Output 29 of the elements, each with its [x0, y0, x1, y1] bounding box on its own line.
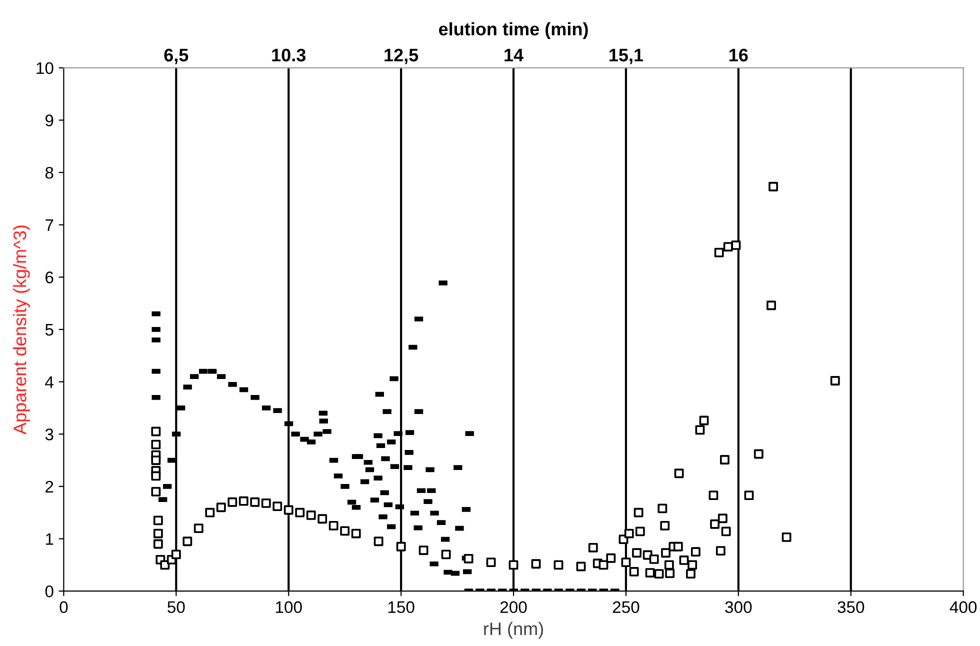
x-axis-title: rH (nm) — [484, 622, 543, 639]
annotation: 15,1 — [610, 48, 644, 64]
x-tick-label: 50 — [168, 601, 185, 614]
y-tick-label: 4 — [45, 376, 54, 388]
annotation: 6,5 — [164, 48, 188, 64]
x-tick-label: 300 — [725, 601, 752, 614]
y-axis-title: Apparent density (kg/m^3) — [13, 225, 30, 435]
x-tick-label: 400 — [950, 601, 977, 614]
y-tick-label: 5 — [45, 324, 54, 336]
y-tick-label: 3 — [45, 428, 54, 440]
y-tick-label: 0 — [45, 585, 54, 598]
x-tick-label: 200 — [500, 601, 527, 614]
annotation: 12,5 — [384, 48, 418, 64]
y-tick-label: 1 — [46, 533, 54, 545]
y-tick-label: 8 — [45, 166, 54, 179]
x-tick-label: 250 — [612, 601, 640, 614]
y-tick-label: 10 — [36, 62, 54, 74]
annotation: 14 — [504, 48, 524, 62]
x-tick-label: 100 — [276, 601, 302, 614]
x-tick-label: 150 — [388, 601, 414, 614]
y-tick-label: 6 — [46, 272, 54, 284]
y-tick-label: 9 — [45, 114, 54, 126]
x-tick-label: 350 — [838, 601, 864, 614]
y-tick-label: 7 — [46, 219, 54, 231]
y-tick-label: 2 — [46, 480, 54, 492]
text: elution time (min) — [439, 22, 588, 40]
annotation: 10.3 — [272, 48, 306, 62]
x-tick-label: 0 — [60, 601, 68, 614]
annotation: 16 — [730, 48, 748, 62]
